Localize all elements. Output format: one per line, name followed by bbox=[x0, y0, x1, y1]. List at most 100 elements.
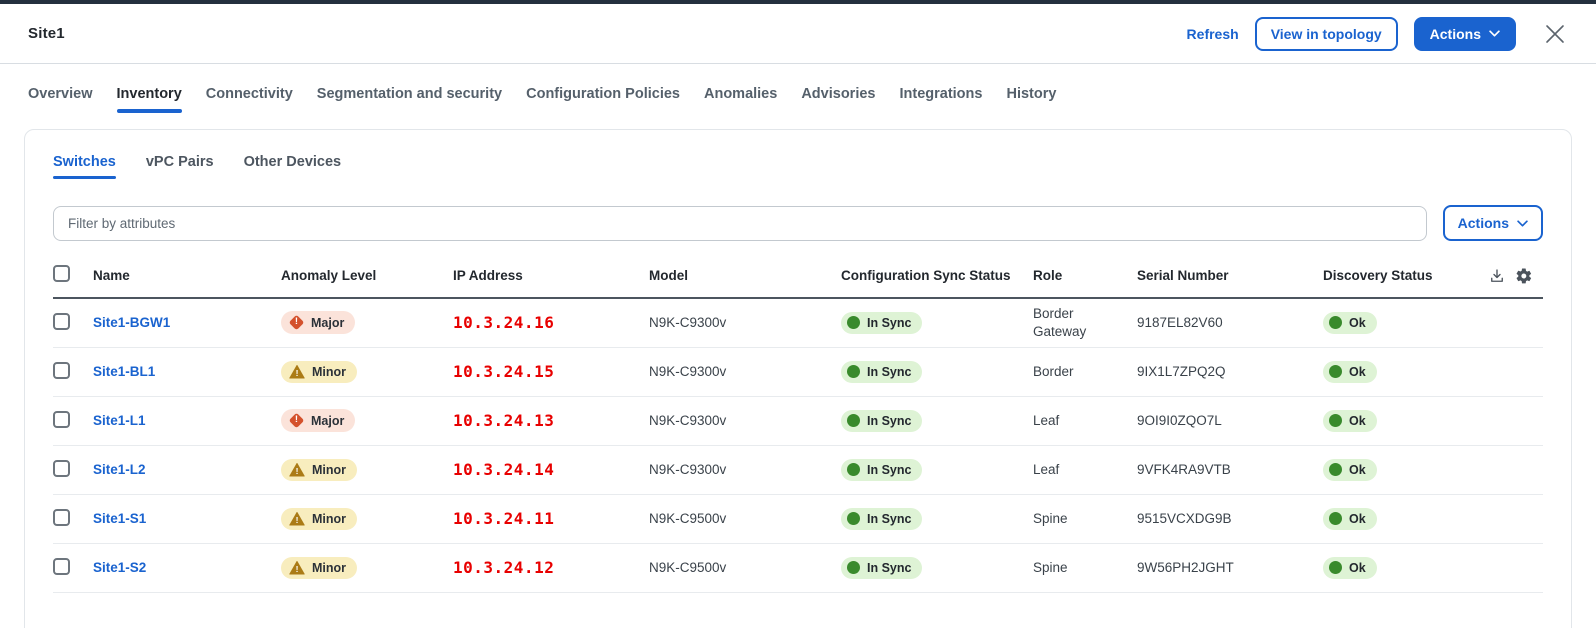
ip-address: 10.3.24.16 bbox=[453, 313, 555, 333]
switch-name-link[interactable]: Site1-L1 bbox=[93, 413, 146, 429]
sync-status-label: In Sync bbox=[867, 511, 912, 526]
switch-name-link[interactable]: Site1-L2 bbox=[93, 462, 146, 478]
filter-row: Actions bbox=[53, 205, 1543, 241]
table-row[interactable]: Site1-BGW1 ! Major 10.3.24.16 N9K-C9300v… bbox=[53, 299, 1543, 348]
col-ip-address[interactable]: IP Address bbox=[453, 268, 523, 283]
table-row[interactable]: Site1-L1 ! Major 10.3.24.13 N9K-C9300v I… bbox=[53, 397, 1543, 446]
ip-address: 10.3.24.13 bbox=[453, 411, 555, 431]
col-config-sync-status[interactable]: Configuration Sync Status bbox=[841, 268, 1011, 283]
role: Spine bbox=[1033, 510, 1068, 526]
filter-input[interactable] bbox=[53, 205, 1427, 241]
view-in-topology-button[interactable]: View in topology bbox=[1254, 16, 1398, 51]
close-icon[interactable] bbox=[1542, 21, 1568, 47]
tab-advisories[interactable]: Advisories bbox=[801, 86, 875, 113]
anomaly-label: Major bbox=[311, 413, 345, 428]
page-header: Site1 Refresh View in topology Actions bbox=[0, 4, 1596, 64]
subtab-switches[interactable]: Switches bbox=[53, 154, 116, 179]
subtab-label: Switches bbox=[53, 154, 116, 170]
switch-name-link[interactable]: Site1-BL1 bbox=[93, 364, 156, 380]
table-tools bbox=[1453, 267, 1543, 285]
triangle-warning-icon: ! bbox=[289, 511, 305, 526]
col-model[interactable]: Model bbox=[649, 268, 688, 283]
row-checkbox[interactable] bbox=[53, 508, 70, 526]
discovery-status-badge: Ok bbox=[1323, 311, 1377, 334]
role: Border bbox=[1033, 363, 1074, 379]
subtab-other-devices[interactable]: Other Devices bbox=[244, 154, 342, 179]
role: Leaf bbox=[1033, 412, 1060, 428]
row-checkbox[interactable] bbox=[53, 410, 70, 428]
ip-address: 10.3.24.14 bbox=[453, 460, 555, 480]
sync-status-badge: In Sync bbox=[841, 311, 923, 334]
switch-name-link[interactable]: Site1-BGW1 bbox=[93, 315, 171, 331]
window-top-accent bbox=[0, 0, 1596, 4]
tab-history[interactable]: History bbox=[1006, 86, 1056, 113]
col-name[interactable]: Name bbox=[93, 268, 130, 283]
anomaly-badge: ! Minor bbox=[281, 360, 358, 383]
subtab-label: Other Devices bbox=[243, 154, 342, 170]
chevron-down-icon bbox=[1517, 219, 1528, 227]
model: N9K-C9300v bbox=[649, 364, 727, 380]
green-dot-icon bbox=[1329, 463, 1342, 477]
tab-label: Inventory bbox=[116, 86, 182, 102]
sync-status-badge: In Sync bbox=[841, 360, 923, 383]
sync-status-badge: In Sync bbox=[841, 507, 923, 530]
table-row[interactable]: Site1-S2 ! Minor 10.3.24.12 N9K-C9500v I… bbox=[53, 544, 1543, 593]
anomaly-label: Minor bbox=[312, 511, 347, 526]
switch-name-link[interactable]: Site1-S2 bbox=[93, 560, 147, 576]
tab-inventory[interactable]: Inventory bbox=[116, 86, 183, 113]
tab-label: Overview bbox=[28, 86, 93, 102]
tab-anomalies[interactable]: Anomalies bbox=[704, 86, 777, 113]
tab-overview[interactable]: Overview bbox=[28, 86, 93, 113]
inventory-card: Switches vPC Pairs Other Devices Actions N… bbox=[24, 129, 1572, 628]
tab-label: Configuration Policies bbox=[526, 86, 680, 102]
tab-connectivity[interactable]: Connectivity bbox=[206, 86, 293, 113]
discovery-status-label: Ok bbox=[1349, 364, 1366, 379]
diamond-exclamation-icon: ! bbox=[288, 412, 305, 429]
discovery-status-badge: Ok bbox=[1323, 409, 1377, 432]
col-discovery-status[interactable]: Discovery Status bbox=[1323, 268, 1433, 283]
model: N9K-C9500v bbox=[649, 511, 727, 527]
table-row[interactable]: Site1-S1 ! Minor 10.3.24.11 N9K-C9500v I… bbox=[53, 495, 1543, 544]
table-actions-button[interactable]: Actions bbox=[1442, 205, 1543, 241]
col-role[interactable]: Role bbox=[1033, 268, 1063, 283]
gear-icon[interactable] bbox=[1515, 267, 1533, 285]
col-serial-number[interactable]: Serial Number bbox=[1137, 268, 1229, 283]
tab-label: Integrations bbox=[899, 86, 983, 102]
switch-name-link[interactable]: Site1-S1 bbox=[93, 511, 147, 527]
sync-status-label: In Sync bbox=[867, 560, 912, 575]
tab-segmentation-and-security[interactable]: Segmentation and security bbox=[317, 86, 502, 113]
row-checkbox[interactable] bbox=[53, 361, 70, 379]
tab-label: Segmentation and security bbox=[316, 86, 503, 102]
triangle-warning-icon: ! bbox=[289, 560, 305, 575]
green-dot-icon bbox=[1329, 414, 1342, 428]
row-checkbox[interactable] bbox=[53, 557, 70, 575]
anomaly-badge: ! Minor bbox=[281, 507, 358, 530]
triangle-warning-icon: ! bbox=[289, 364, 305, 379]
header-actions-button[interactable]: Actions bbox=[1413, 16, 1516, 51]
col-anomaly-level[interactable]: Anomaly Level bbox=[281, 268, 377, 283]
tab-label: Connectivity bbox=[205, 86, 293, 102]
anomaly-badge: ! Minor bbox=[281, 556, 358, 579]
subtab-vpc-pairs[interactable]: vPC Pairs bbox=[146, 154, 214, 179]
discovery-status-label: Ok bbox=[1349, 413, 1366, 428]
discovery-status-label: Ok bbox=[1349, 315, 1366, 330]
green-dot-icon bbox=[847, 463, 860, 477]
header-actions: Refresh View in topology Actions bbox=[1186, 16, 1568, 51]
tab-configuration-policies[interactable]: Configuration Policies bbox=[526, 86, 680, 113]
role: Border Gateway bbox=[1033, 306, 1087, 339]
subtab-bar: Switches vPC Pairs Other Devices bbox=[53, 154, 1543, 179]
table-actions-button-label: Actions bbox=[1457, 215, 1509, 231]
refresh-button[interactable]: Refresh bbox=[1186, 25, 1239, 42]
row-checkbox[interactable] bbox=[53, 459, 70, 477]
role: Leaf bbox=[1033, 461, 1060, 477]
tab-integrations[interactable]: Integrations bbox=[899, 86, 982, 113]
tab-label: History bbox=[1006, 86, 1057, 102]
row-checkbox[interactable] bbox=[53, 312, 70, 330]
download-icon[interactable] bbox=[1488, 267, 1506, 285]
diamond-exclamation-icon: ! bbox=[288, 314, 305, 331]
model: N9K-C9300v bbox=[649, 413, 727, 429]
select-all-checkbox[interactable] bbox=[53, 265, 70, 282]
table-row[interactable]: Site1-BL1 ! Minor 10.3.24.15 N9K-C9300v … bbox=[53, 348, 1543, 397]
green-dot-icon bbox=[847, 512, 860, 526]
table-row[interactable]: Site1-L2 ! Minor 10.3.24.14 N9K-C9300v I… bbox=[53, 446, 1543, 495]
